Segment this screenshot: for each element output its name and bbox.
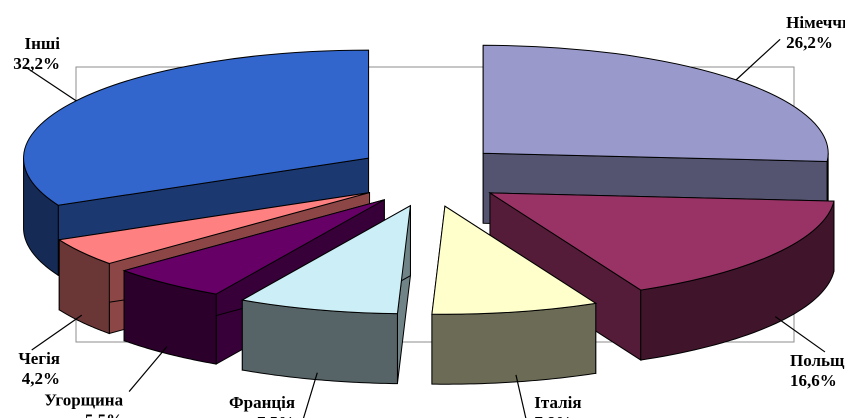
slice-2 [431,205,598,385]
slice-label-4: Угорщина [44,391,123,410]
slice-0-top [482,44,829,162]
leader-line-0 [735,38,781,81]
slice-1-top [488,192,835,291]
slice-3-top [240,204,412,315]
slice-value-label-0: 26,2% [786,33,833,52]
leader-line-4 [128,346,168,392]
slice-3 [240,204,412,385]
slice-2-top [431,205,598,315]
slice-6-top [23,49,370,206]
slice-2-outer-wall [431,302,597,385]
slice-value-label-4: 5,5% [85,411,123,418]
slice-label-1: Польща [790,351,845,370]
slice-4-top [122,199,385,295]
leader-line-3 [302,372,318,418]
slice-value-label-1: 16,6% [790,371,837,390]
slice-label-6: Інші [25,34,61,53]
slice-label-5: Чегія [18,349,60,368]
leader-line-5 [31,314,83,351]
leader-line-2 [515,374,527,418]
slice-value-label-5: 4,2% [22,369,60,388]
slice-value-label-6: 32,2% [13,54,60,73]
slice-value-label-3: 7,5% [257,413,295,418]
slice-label-2: Італія [534,393,581,412]
slice-label-0: Німеччина [786,13,845,32]
slice-value-label-2: 7,8% [534,413,572,418]
leader-line-6 [24,66,77,102]
slice-label-3: Франція [229,393,295,412]
slice-5-top [57,192,370,265]
leader-line-1 [774,316,826,353]
slice-1 [488,192,835,361]
